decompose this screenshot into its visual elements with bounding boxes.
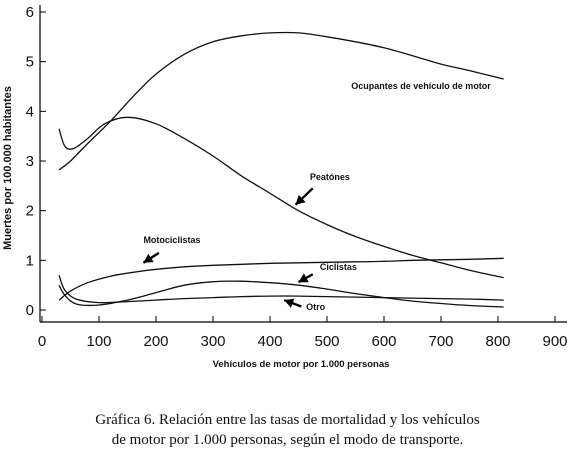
x-tick-label: 300 (200, 333, 225, 350)
series-line-ocupantes-de-vehiculo-de-motor (58, 31, 504, 171)
x-tick-label: 900 (542, 333, 567, 350)
y-tick-label: 5 (26, 54, 34, 71)
x-axis-label: Vehículos de motor por 1.000 personas (213, 359, 390, 370)
caption-line-1: Gráfica 6. Relación entre las tasas de m… (95, 412, 480, 428)
annotation-otro: Otro (306, 302, 326, 312)
y-tick-label: 1 (26, 252, 34, 269)
x-tick-label: 0 (38, 333, 46, 350)
annotation-motociclistas: Motociclistas (143, 235, 200, 245)
x-tick-label: 100 (86, 333, 111, 350)
arrowhead-ciclistas (298, 273, 309, 283)
annotation-peatones: Peatónes (310, 172, 350, 182)
figure-caption: Gráfica 6. Relación entre las tasas de m… (0, 410, 575, 450)
x-tick-label: 800 (485, 333, 510, 350)
x-tick-label: 400 (257, 333, 282, 350)
series-line-otro (58, 274, 504, 304)
y-tick-label: 4 (26, 103, 34, 120)
series-lines (58, 31, 504, 308)
arrowhead-peatones (295, 194, 306, 205)
series-line-motociclistas (58, 257, 504, 301)
y-axis-label: Muertes por 100.000 habitantes (2, 86, 14, 250)
series-line-ciclistas (58, 280, 504, 308)
arrowhead-otro (284, 298, 295, 308)
y-tick-label: 3 (26, 153, 34, 170)
arrowhead-motociclistas (143, 253, 154, 263)
x-tick-label: 700 (428, 333, 453, 350)
annotation-ocupantes-de-vehiculo-de-motor: Ocupantes de vehículo de motor (351, 81, 491, 91)
y-tick-label: 0 (26, 302, 34, 319)
x-tick-label: 600 (371, 333, 396, 350)
y-tick-label: 2 (26, 203, 34, 220)
series-line-peatones (58, 116, 504, 279)
series-annotations: Ocupantes de vehículo de motor Peatónes Mo… (142, 81, 491, 312)
axis-ticks: 0 1 2 3 4 5 6 0 100 200 300 400 500 600 700 800 900 (26, 4, 568, 350)
y-tick-label: 6 (26, 4, 34, 21)
x-tick-label: 200 (143, 333, 168, 350)
annotation-ciclistas: Ciclistas (320, 262, 357, 272)
mortality-chart: 0 1 2 3 4 5 6 0 100 200 300 400 500 600 700 800 900 Ocup… (2, 4, 568, 370)
caption-line-2: de motor por 1.000 personas, según el mo… (111, 432, 464, 448)
x-tick-label: 500 (314, 333, 339, 350)
